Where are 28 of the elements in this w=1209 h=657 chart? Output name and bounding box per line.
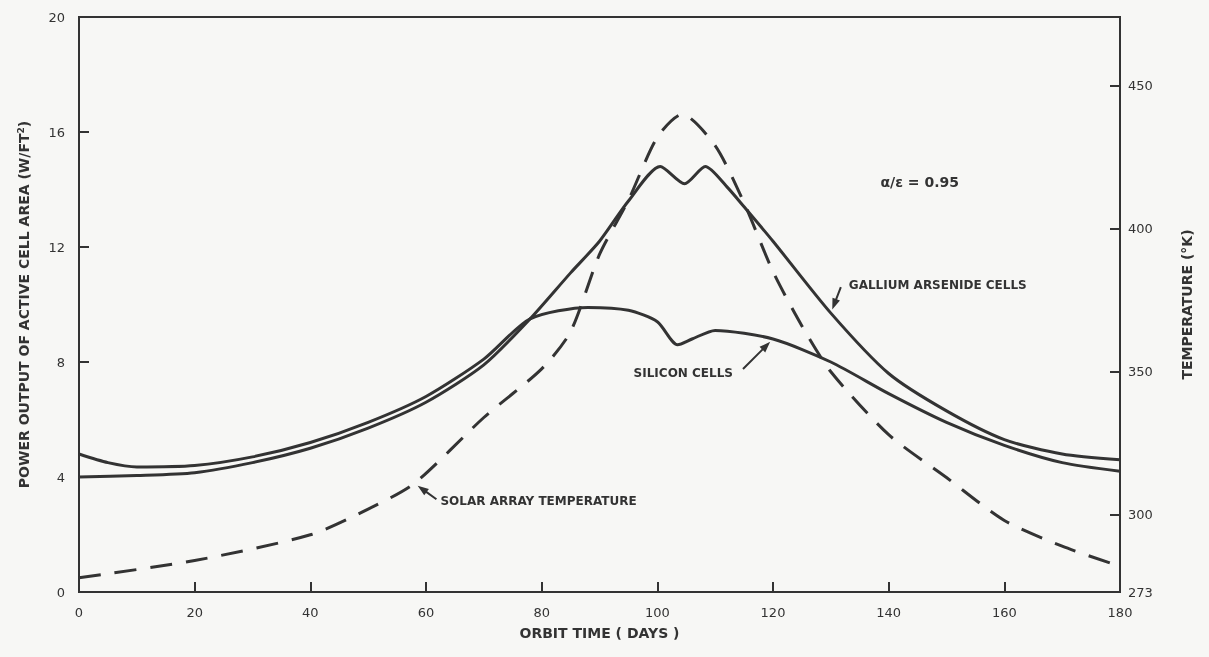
x-tick-label: 40 (302, 605, 319, 620)
x-tick-label: 100 (644, 605, 670, 620)
y2-tick-label: 450 (1128, 78, 1153, 94)
y2-tick-label: 400 (1128, 221, 1153, 237)
x-tick-label: 120 (760, 605, 786, 620)
y-tick-label: 20 (48, 9, 65, 25)
x-tick-label: 60 (417, 605, 435, 620)
y2-tick-label: 273 (1128, 584, 1153, 600)
text: GALLIUM ARSENIDE CELLS (848, 278, 1027, 293)
y-tick-label: 12 (48, 239, 65, 255)
y-axis-title: POWER OUTPUT OF ACTIVE CELL AREA (W/FT2) (15, 120, 32, 489)
y2-tick-label: 350 (1128, 364, 1153, 380)
x-tick-label: 180 (1107, 605, 1133, 620)
y-tick-label: 4 (56, 469, 65, 485)
x-tick-label: 80 (533, 605, 550, 620)
x-axis-title: ORBIT TIME ( DAYS ) (519, 625, 680, 641)
y-tick-label: 8 (56, 354, 65, 370)
y2-axis-title: TEMPERATURE (°K) (1179, 229, 1195, 380)
y-tick-label: 16 (48, 124, 65, 140)
annotation: α/ε = 0.95 (880, 174, 959, 190)
text: SILICON CELLS (633, 366, 733, 380)
x-tick-label: 0 (74, 605, 84, 620)
text: SOLAR ARRAY TEMPERATURE (440, 494, 637, 509)
y2-tick-label: 300 (1128, 507, 1153, 523)
x-tick-label: 160 (991, 605, 1017, 620)
x-tick-label: 20 (186, 605, 203, 620)
y-tick-label: 0 (56, 584, 65, 600)
x-tick-label: 140 (876, 605, 902, 620)
